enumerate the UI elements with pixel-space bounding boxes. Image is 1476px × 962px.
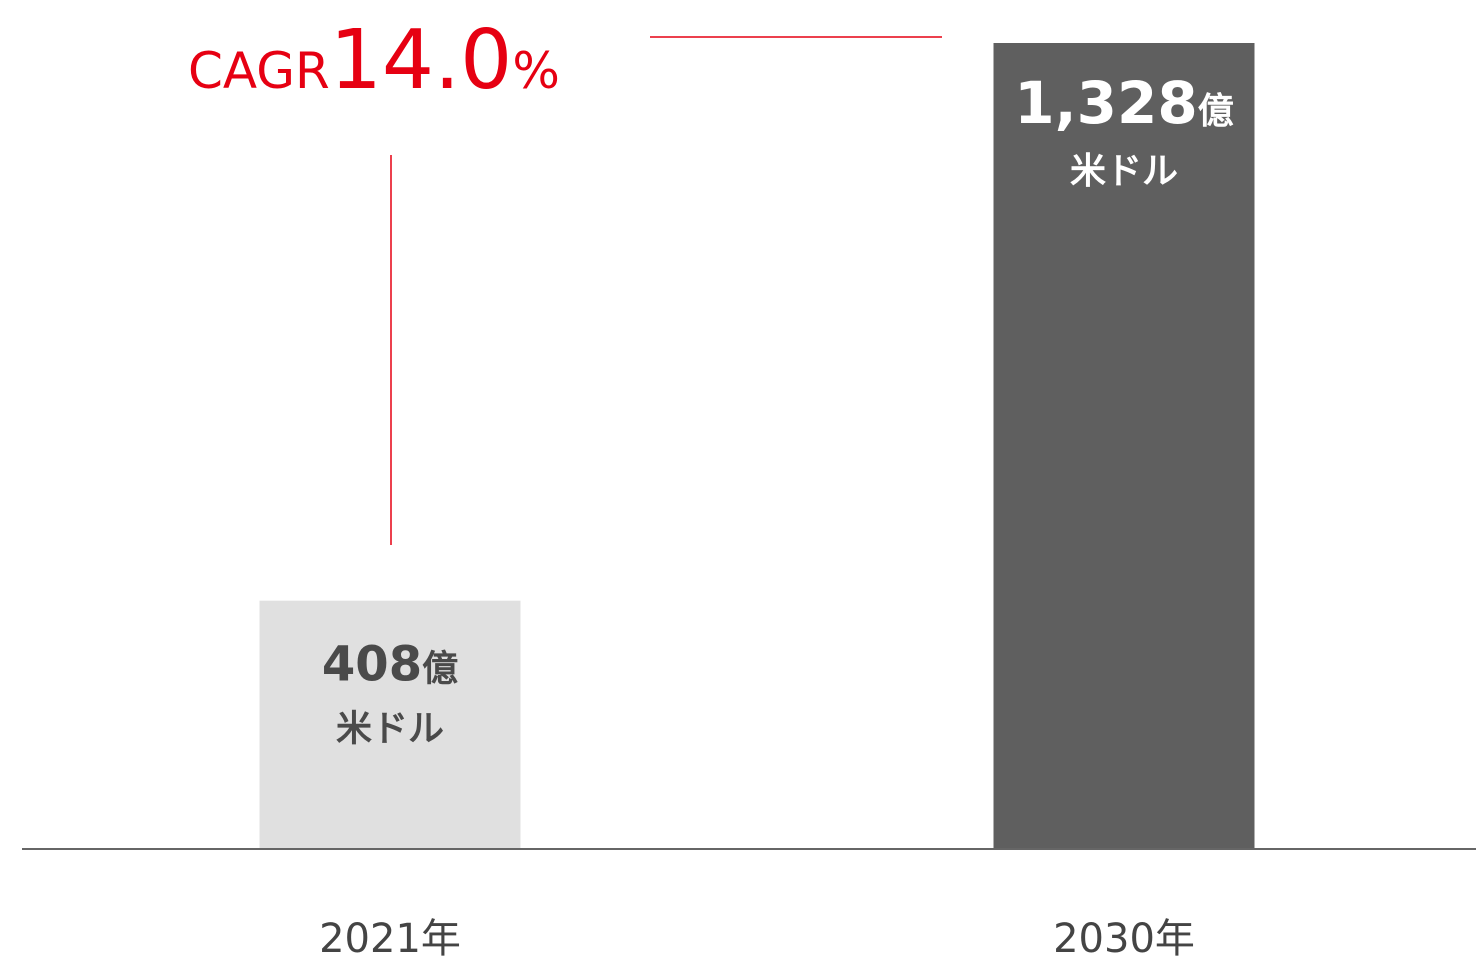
- bar: [259, 600, 521, 848]
- value-label: 408億: [322, 637, 458, 693]
- value-unit: 米ドル: [336, 709, 444, 750]
- cagr-suffix: %: [512, 42, 560, 100]
- value-unit: 米ドル: [1070, 151, 1178, 192]
- bar: [993, 43, 1255, 848]
- cagr-prefix: CAGR: [188, 42, 330, 100]
- x-tick-label: 2030年: [1053, 916, 1195, 962]
- value-label: 1,328億: [1014, 69, 1233, 137]
- cagr-annotation: CAGR14.0%: [188, 13, 560, 108]
- cagr-value: 14.0: [330, 13, 513, 108]
- x-tick-label: 2021年: [319, 916, 461, 962]
